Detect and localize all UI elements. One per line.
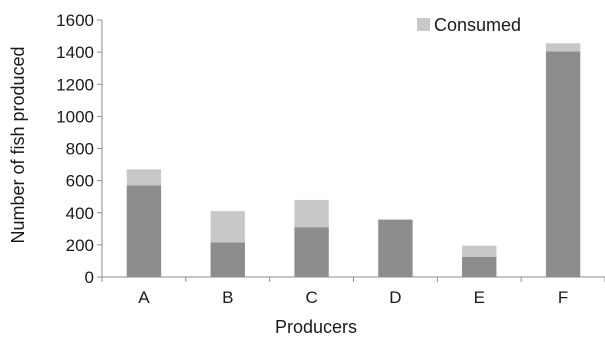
y-axis-title: Number of fish produced [8, 46, 28, 243]
x-category-label: D [389, 288, 401, 307]
legend-label-consumed: Consumed [434, 15, 521, 35]
x-category-label: C [305, 288, 317, 307]
y-tick-label: 1200 [56, 75, 94, 94]
y-tick-label: 200 [66, 236, 94, 255]
x-category-label: A [138, 288, 150, 307]
x-category-label: E [474, 288, 485, 307]
bar-b-produced [210, 242, 245, 277]
bar-d-consumed [378, 219, 413, 220]
y-tick-label: 1400 [56, 43, 94, 62]
y-tick-label: 1600 [56, 11, 94, 30]
bar-a-produced [126, 185, 162, 277]
y-tick-label: 800 [66, 140, 94, 159]
y-tick-label: 0 [85, 268, 94, 287]
bar-c-consumed [294, 199, 329, 228]
bar-c-produced [294, 227, 329, 277]
y-ticks-group: 0 200 400 600 800 1000 1200 1400 1600 [56, 11, 102, 287]
bar-f-produced [545, 51, 581, 278]
bar-a-consumed [126, 169, 162, 186]
legend: Consumed [417, 15, 521, 35]
x-ticks-group: A B C D E F [101, 277, 605, 307]
y-tick-label: 1000 [56, 107, 94, 126]
bar-f-consumed [545, 43, 581, 52]
x-axis-title: Producers [275, 317, 357, 337]
bars-group [126, 43, 581, 278]
bar-e-produced [462, 256, 497, 277]
bar-e-consumed [462, 245, 497, 257]
y-tick-label: 600 [66, 172, 94, 191]
x-category-label: F [558, 288, 568, 307]
y-tick-label: 400 [66, 204, 94, 223]
x-category-label: B [222, 288, 233, 307]
bar-d-produced [378, 219, 413, 277]
bar-b-consumed [210, 211, 245, 243]
legend-swatch-consumed [417, 18, 430, 31]
